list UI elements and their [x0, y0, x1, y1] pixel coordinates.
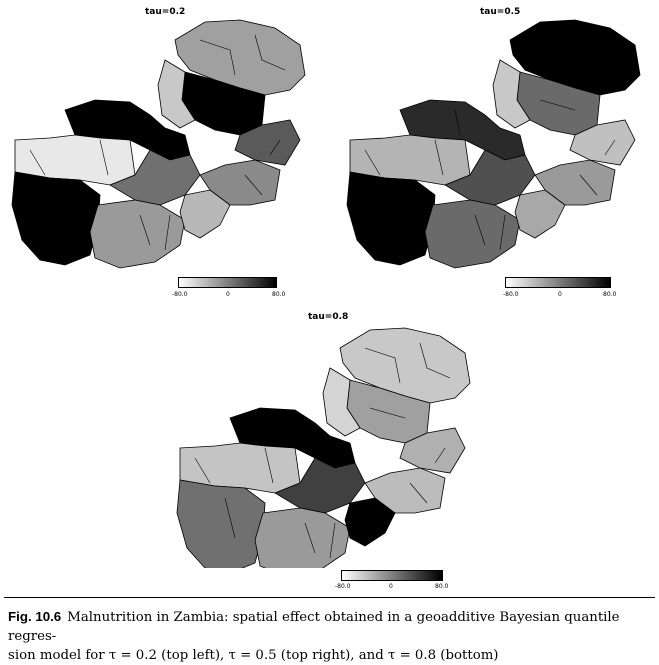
map-title: tau=0.5: [480, 7, 521, 17]
district-region-southern: [424, 199, 521, 269]
district-region-eastern: [199, 159, 281, 206]
district-border: [474, 214, 486, 246]
scale-max-label: 80.0: [603, 291, 617, 298]
district-region-southern: [254, 507, 351, 568]
district-border: [244, 174, 263, 196]
district-border: [199, 39, 236, 76]
district-border: [164, 214, 171, 251]
district-region-northeast: [509, 19, 641, 96]
figure-caption: Fig. 10.6 Malnutrition in Zambia: spatial…: [8, 607, 653, 665]
district-region-western: [176, 479, 266, 568]
zambia-map: [346, 19, 641, 269]
color-scale-bar: [505, 277, 611, 288]
scale-max-label: 80.0: [435, 583, 449, 590]
district-border: [434, 139, 444, 176]
district-border: [534, 39, 571, 76]
district-border: [579, 174, 598, 196]
district-border: [264, 447, 274, 484]
district-border: [304, 522, 316, 554]
district-border: [454, 109, 461, 136]
map-panel-tau-08: tau=0.8 -80.0 0 80.0: [165, 308, 485, 590]
district-region-northeast: [339, 327, 471, 404]
district-region-eastern: [534, 159, 616, 206]
district-border: [119, 109, 126, 136]
color-scale-bar: [178, 277, 277, 288]
district-region-luapula-north: [322, 367, 361, 437]
map-panel-tau-02: tau=0.2 -80.0 0 80.0: [0, 0, 320, 305]
district-border: [394, 189, 406, 231]
district-region-muchinga: [234, 119, 301, 166]
scale-mid-label: 0: [558, 291, 562, 298]
map-title: tau=0.8: [308, 312, 349, 322]
scale-min-label: -80.0: [503, 291, 519, 298]
map-panel-tau-05: tau=0.5 -80.0 0 80.0: [335, 0, 655, 305]
district-region-muchinga: [569, 119, 636, 166]
district-border: [99, 139, 109, 176]
district-region-eastern: [364, 467, 446, 514]
scale-min-label: -80.0: [335, 583, 351, 590]
district-border: [409, 482, 428, 504]
caption-line-1: Malnutrition in Zambia: spatial effect o…: [8, 610, 620, 644]
district-border: [329, 522, 336, 559]
color-scale-bar: [341, 570, 443, 581]
district-border: [589, 34, 621, 71]
district-border: [254, 34, 286, 71]
scale-max-label: 80.0: [272, 291, 286, 298]
district-border: [434, 447, 446, 464]
scale-mid-label: 0: [389, 583, 393, 590]
district-region-northeast: [174, 19, 306, 96]
caption-line-2: sion model for τ = 0.2 (top left), τ = 0…: [8, 648, 499, 663]
district-border: [499, 214, 506, 251]
district-border: [364, 347, 401, 384]
district-border: [284, 417, 291, 444]
district-region-western: [11, 171, 101, 266]
district-border: [269, 139, 281, 156]
district-border: [369, 407, 406, 419]
district-border: [204, 99, 241, 111]
district-border: [224, 497, 236, 539]
map-title: tau=0.2: [145, 7, 186, 17]
zambia-map: [176, 327, 471, 568]
district-border: [29, 149, 46, 176]
district-border: [419, 342, 451, 379]
caption-divider: [4, 597, 655, 598]
district-region-western: [346, 171, 436, 266]
district-border: [59, 189, 71, 231]
figure-label: Fig. 10.6: [8, 609, 62, 624]
zambia-map: [11, 19, 306, 269]
district-region-southern: [89, 199, 186, 269]
scale-mid-label: 0: [226, 291, 230, 298]
district-border: [539, 99, 576, 111]
district-region-luapula-north: [157, 59, 196, 129]
district-border: [604, 139, 616, 156]
district-border: [194, 457, 211, 484]
district-border: [364, 149, 381, 176]
scale-min-label: -80.0: [172, 291, 188, 298]
district-border: [139, 214, 151, 246]
district-region-muchinga: [399, 427, 466, 474]
district-region-luapula-north: [492, 59, 531, 129]
